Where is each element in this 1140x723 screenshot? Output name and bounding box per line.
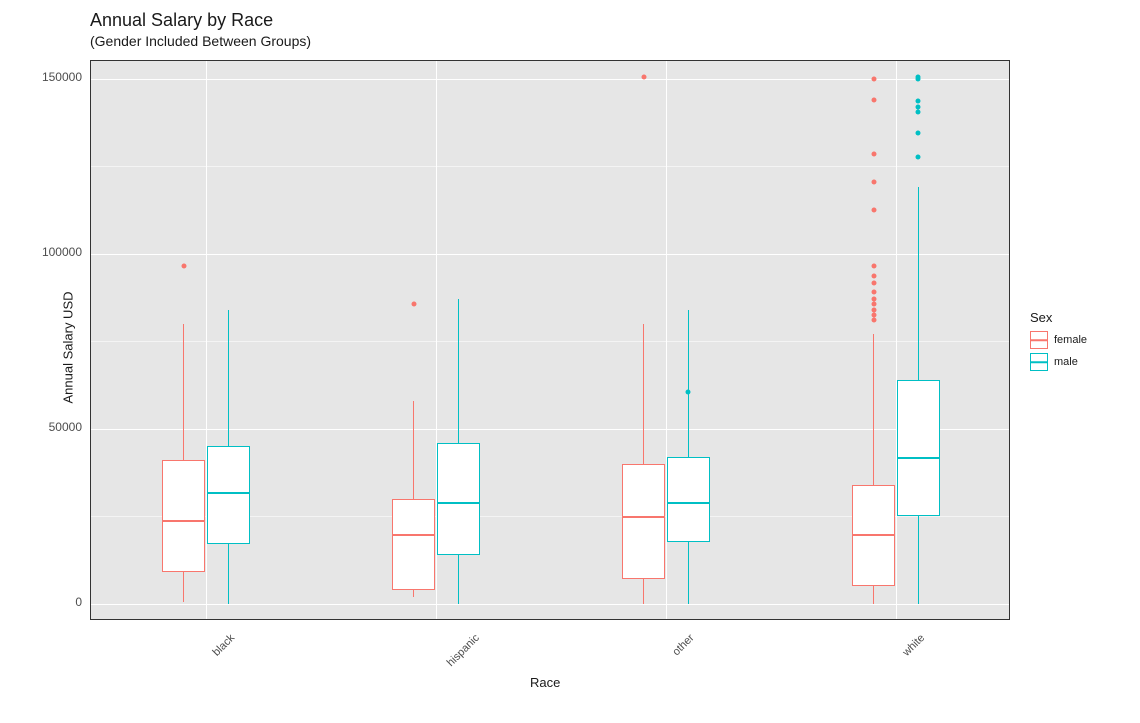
outlier-point [871,274,876,279]
outlier-point [411,302,416,307]
outlier-point [916,130,921,135]
plot-panel [90,60,1010,620]
median-line [437,502,481,504]
box-other-male [667,457,710,543]
legend-label: male [1054,356,1078,368]
outlier-point [686,389,691,394]
whisker-upper [918,187,920,380]
outlier-point [871,302,876,307]
x-axis-tick-label: black [211,632,238,659]
median-line [622,516,666,518]
y-axis-tick-label: 150000 [30,70,82,84]
x-axis-tick-label: other [670,632,696,658]
boxplot-chart: Annual Salary by Race (Gender Included B… [0,0,1140,723]
gridline-minor [91,166,1009,167]
outlier-point [871,312,876,317]
whisker-lower [688,542,690,603]
gridline-major [91,604,1009,605]
whisker-upper [873,334,875,485]
whisker-upper [643,324,645,464]
legend: Sex female male [1030,310,1087,375]
outlier-point [871,281,876,286]
outlier-point [916,74,921,79]
box-white-male [897,380,940,517]
y-axis-tick-label: 0 [30,595,82,609]
legend-item: female [1030,331,1087,349]
whisker-upper [228,310,230,447]
y-axis-tick-label: 50000 [30,420,82,434]
outlier-point [871,263,876,268]
outlier-point [871,290,876,295]
outlier-point [871,179,876,184]
outlier-point [916,109,921,114]
outlier-point [871,297,876,302]
whisker-lower [183,572,185,602]
whisker-lower [228,544,230,604]
whisker-upper [688,310,690,457]
whisker-lower [458,555,460,604]
legend-key-icon [1030,331,1048,349]
median-line [852,534,896,536]
outlier-point [871,76,876,81]
x-axis-tick-label: white [901,632,928,659]
median-line [207,492,251,494]
box-other-female [622,464,665,580]
outlier-point [181,263,186,268]
outlier-point [871,207,876,212]
outlier-point [871,151,876,156]
whisker-lower [873,586,875,604]
legend-key-icon [1030,353,1048,371]
whisker-upper [413,401,415,499]
median-line [667,502,711,504]
gridline-vertical [896,61,897,619]
outlier-point [871,307,876,312]
box-hispanic-female [392,499,435,590]
outlier-point [916,99,921,104]
outlier-point [871,318,876,323]
median-line [897,457,941,459]
outlier-point [641,74,646,79]
legend-label: female [1054,334,1087,346]
box-black-female [162,460,205,572]
whisker-upper [458,299,460,443]
outlier-point [871,97,876,102]
outlier-point [916,104,921,109]
y-axis-tick-label: 100000 [30,245,82,259]
legend-title: Sex [1030,310,1087,325]
legend-item: male [1030,353,1087,371]
x-axis-tick-label: hispanic [445,632,482,669]
box-hispanic-male [437,443,480,555]
box-white-female [852,485,895,587]
whisker-lower [413,590,415,597]
chart-title: Annual Salary by Race [90,10,273,31]
median-line [392,534,436,536]
chart-subtitle: (Gender Included Between Groups) [90,33,311,49]
whisker-lower [918,516,920,604]
whisker-lower [643,579,645,604]
y-axis-title: Annual Salary USD [61,292,76,404]
outlier-point [916,155,921,160]
gridline-major [91,254,1009,255]
whisker-upper [183,324,185,461]
x-axis-title: Race [530,675,560,690]
median-line [162,520,206,522]
box-black-male [207,446,250,544]
